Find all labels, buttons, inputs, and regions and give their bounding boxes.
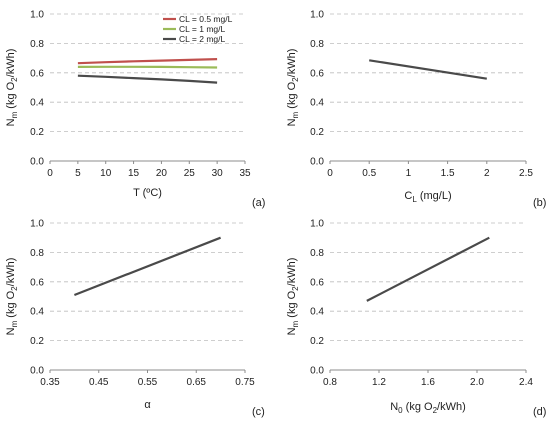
series-line-2 xyxy=(77,65,218,69)
x-tick-label: 25 xyxy=(184,168,196,179)
x-tick-label: 2.4 xyxy=(519,377,533,388)
x-tick-label: 1.5 xyxy=(441,168,455,179)
x-tick-label: 2 xyxy=(484,168,490,179)
x-tick-label: 35 xyxy=(239,168,251,179)
y-tick-label: 0.8 xyxy=(310,248,324,259)
y-tick-label: 1.0 xyxy=(30,10,44,21)
y-axis-label: Nm (kg O2/kWh) xyxy=(286,258,300,336)
chart-panel-4: 0.0 0.2 0.4 0.6 0.8 1.0 0.8 1.2 1.6 2.0 2.4 N0 (kg … xyxy=(286,219,546,419)
panel-label: (d) xyxy=(533,406,546,418)
chart-panel-1: 0.0 0.2 0.4 0.6 0.8 1.0 0 5 10 15 20 25 30 35 T (ºC) Nm… xyxy=(5,10,265,210)
x-tick-label: 0.45 xyxy=(89,377,109,388)
y-tick-label: 0.4 xyxy=(30,98,44,109)
y-tick-label: 0.2 xyxy=(310,336,324,347)
panel-label: (a) xyxy=(252,197,265,209)
series-line-3 xyxy=(77,74,218,84)
y-tick-label: 0.6 xyxy=(30,68,44,79)
y-tick-label: 0.6 xyxy=(310,277,324,288)
legend: CL = 0.5 mg/LCL = 1 mg/LCL = 2 mg/L xyxy=(163,14,233,44)
series-line-1 xyxy=(73,236,222,297)
legend-entry: CL = 2 mg/L xyxy=(179,34,225,44)
y-tick-label: 0.0 xyxy=(310,157,324,168)
y-tick-label: 1.0 xyxy=(310,10,324,21)
y-tick-label: 0.2 xyxy=(310,127,324,138)
series-line-1 xyxy=(77,58,218,65)
x-tick-label: 0.5 xyxy=(362,168,376,179)
x-tick-label: 10 xyxy=(100,168,112,179)
x-tick-label: 2.0 xyxy=(470,377,484,388)
y-tick-label: 0.2 xyxy=(30,336,44,347)
x-tick-label: 0 xyxy=(327,168,333,179)
y-tick-label: 0.4 xyxy=(310,307,324,318)
y-tick-label: 0.6 xyxy=(30,277,44,288)
x-tick-label: 5 xyxy=(75,168,81,179)
legend-entry: CL = 0.5 mg/L xyxy=(179,14,233,24)
x-tick-label: 0.8 xyxy=(323,377,337,388)
y-axis-label: Nm (kg O2/kWh) xyxy=(286,49,300,127)
x-tick-label: 1 xyxy=(406,168,412,179)
panel-label: (b) xyxy=(533,197,546,209)
y-tick-label: 0.4 xyxy=(310,98,324,109)
y-tick-label: 0.0 xyxy=(30,366,44,377)
y-tick-label: 0.8 xyxy=(310,39,324,50)
x-tick-label: 0.35 xyxy=(40,377,60,388)
x-axis-label: T (ºC) xyxy=(133,187,162,199)
y-tick-label: 1.0 xyxy=(310,219,324,230)
x-axis-label: α xyxy=(144,399,151,411)
x-tick-label: 0.75 xyxy=(235,377,255,388)
y-tick-label: 0.0 xyxy=(30,157,44,168)
x-tick-label: 30 xyxy=(212,168,224,179)
x-tick-label: 1.2 xyxy=(372,377,386,388)
panel-label: (c) xyxy=(252,406,265,418)
series-line-1 xyxy=(366,236,490,302)
x-tick-label: 0.55 xyxy=(138,377,158,388)
series-line-1 xyxy=(369,59,487,80)
y-axis-label: Nm (kg O2/kWh) xyxy=(5,49,19,127)
y-axis-label: Nm (kg O2/kWh) xyxy=(5,258,19,336)
x-tick-label: 0 xyxy=(47,168,53,179)
chart-panel-2: 0.0 0.2 0.4 0.6 0.8 1.0 0 0.5 1 1.5 2 2.5 CL (mg/L) N… xyxy=(286,10,546,210)
y-tick-label: 0.2 xyxy=(30,127,44,138)
x-tick-label: 20 xyxy=(156,168,168,179)
x-tick-label: 1.6 xyxy=(421,377,435,388)
y-tick-label: 1.0 xyxy=(30,219,44,230)
x-axis-label: CL (mg/L) xyxy=(404,190,451,204)
y-tick-label: 0.0 xyxy=(310,366,324,377)
chart-panel-3: 0.0 0.2 0.4 0.6 0.8 1.0 0.35 0.45 0.55 0.65 0.75 α N… xyxy=(5,219,265,419)
y-tick-label: 0.6 xyxy=(310,68,324,79)
x-tick-label: 0.65 xyxy=(187,377,207,388)
x-axis-label: N0 (kg O2/kWh) xyxy=(390,401,466,415)
x-tick-label: 15 xyxy=(128,168,140,179)
legend-entry: CL = 1 mg/L xyxy=(179,24,225,34)
y-tick-label: 0.8 xyxy=(30,248,44,259)
y-tick-label: 0.4 xyxy=(30,307,44,318)
y-tick-label: 0.8 xyxy=(30,39,44,50)
x-tick-label: 2.5 xyxy=(519,168,533,179)
